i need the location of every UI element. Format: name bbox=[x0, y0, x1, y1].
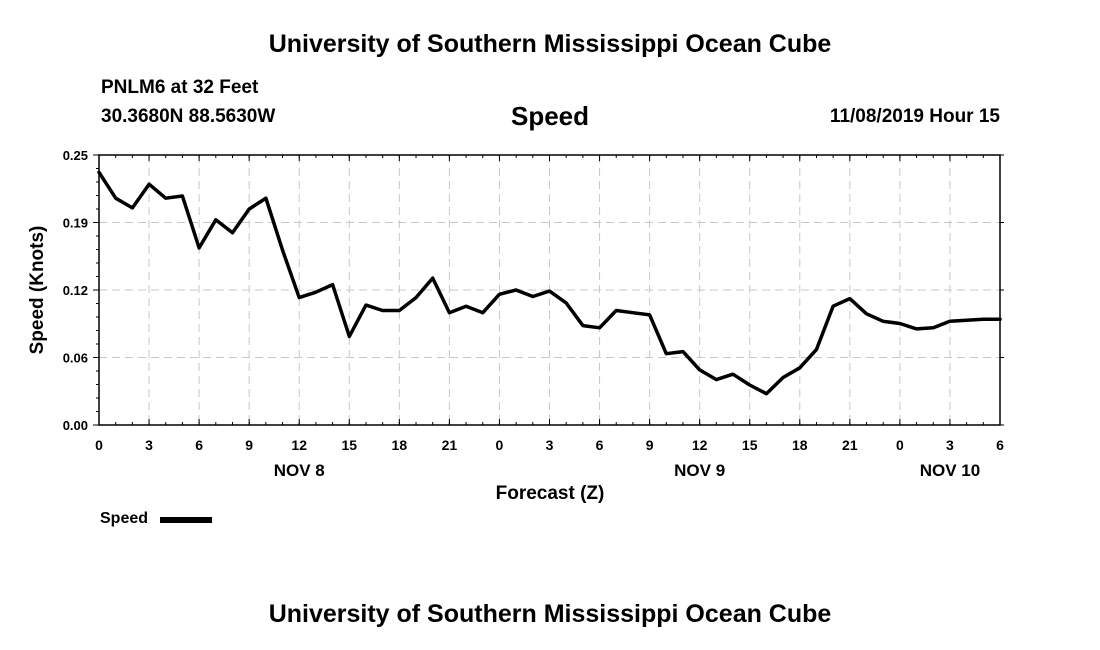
y-tick-label: 0.06 bbox=[63, 351, 88, 366]
x-tick-label: 12 bbox=[291, 437, 307, 453]
y-tick-label: 0.25 bbox=[63, 148, 88, 163]
x-tick-label: 0 bbox=[896, 437, 904, 453]
x-tick-label: 18 bbox=[792, 437, 808, 453]
x-tick-label: 6 bbox=[596, 437, 604, 453]
x-tick-label: 18 bbox=[392, 437, 408, 453]
bottom-title: University of Southern Mississippi Ocean… bbox=[268, 600, 832, 628]
grid bbox=[99, 155, 1000, 425]
y-tick-label: 0.19 bbox=[63, 216, 88, 231]
x-axis-label: Forecast (Z) bbox=[495, 483, 605, 504]
x-tick-label: 15 bbox=[742, 437, 758, 453]
x-tick-label: 9 bbox=[646, 437, 654, 453]
series bbox=[97, 170, 1002, 396]
plot-frame bbox=[98, 154, 1001, 426]
x-tick-label: 0 bbox=[496, 437, 504, 453]
x-tick-label: 6 bbox=[996, 437, 1004, 453]
station-label: PNLM6 at 32 Feet bbox=[101, 77, 259, 98]
date-label: NOV 10 bbox=[920, 461, 980, 480]
x-tick-label: 12 bbox=[692, 437, 708, 453]
y-tick-label: 0.00 bbox=[63, 418, 88, 433]
x-tick-label: 6 bbox=[195, 437, 203, 453]
y-axis-label: Speed (Knots) bbox=[27, 225, 48, 355]
x-tick-label: 0 bbox=[95, 437, 103, 453]
date-label: NOV 9 bbox=[674, 461, 725, 480]
timestamp-label: 11/08/2019 Hour 15 bbox=[829, 106, 1000, 127]
x-tick-label: 3 bbox=[546, 437, 554, 453]
location-label: 30.3680N 88.5630W bbox=[101, 106, 276, 127]
x-tick-label: 15 bbox=[341, 437, 357, 453]
legend-swatch bbox=[160, 517, 212, 523]
legend-label: Speed bbox=[100, 510, 149, 527]
y-tick-label: 0.12 bbox=[63, 283, 88, 298]
x-tick-label: 3 bbox=[946, 437, 954, 453]
x-tick-label: 21 bbox=[442, 437, 458, 453]
x-tick-label: 21 bbox=[842, 437, 858, 453]
tick-labels: 0.00 0.06 0.12 0.19 0.25 0 3 6 9 12 15 18 21 0 3 6 9 12 15… bbox=[63, 148, 1004, 480]
top-title: University of Southern Mississippi Ocean… bbox=[268, 30, 832, 58]
series-line-speed bbox=[97, 170, 1002, 396]
x-tick-label: 3 bbox=[145, 437, 153, 453]
x-tick-label: 9 bbox=[245, 437, 253, 453]
date-label: NOV 8 bbox=[274, 461, 325, 480]
chart-title: Speed bbox=[510, 101, 590, 131]
